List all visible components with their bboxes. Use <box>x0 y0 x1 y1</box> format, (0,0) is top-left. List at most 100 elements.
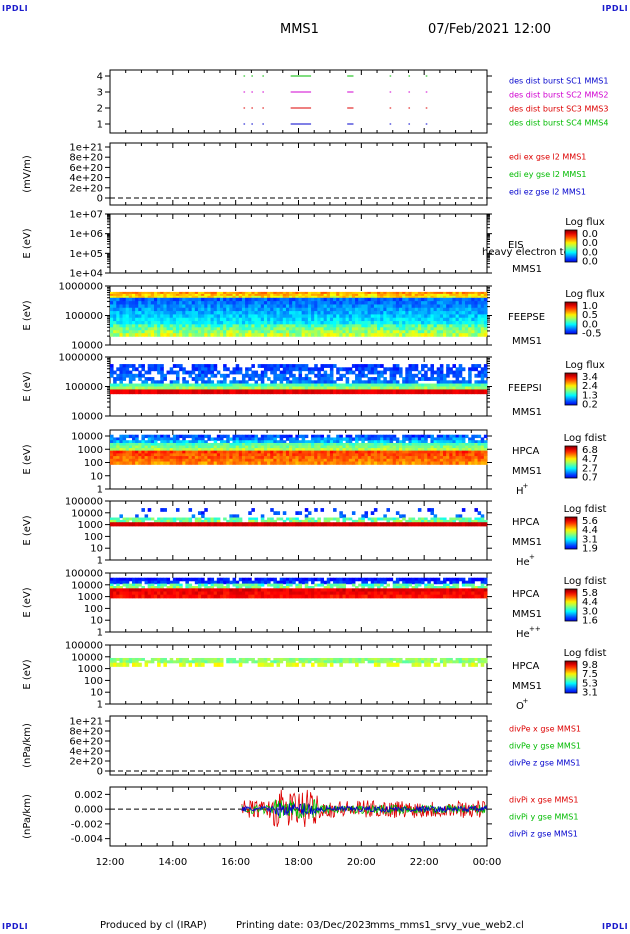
heatmap-cell <box>289 522 293 527</box>
heatmap-cell <box>172 434 177 439</box>
heatmap-cell <box>232 386 237 391</box>
heatmap-cell <box>436 293 441 297</box>
heatmap-cell <box>474 383 478 388</box>
heatmap-cell <box>380 293 384 297</box>
heatmap-cell <box>245 440 249 444</box>
heatmap-cell <box>417 437 422 441</box>
heatmap-cell <box>232 307 237 312</box>
heatmap-cell <box>229 514 233 519</box>
heatmap-cell <box>157 519 161 523</box>
heatmap-cell <box>307 517 312 521</box>
heatmap-cell <box>380 461 384 465</box>
heatmap-cell <box>235 453 240 457</box>
heatmap-cell <box>125 370 130 375</box>
heatmap-cell <box>383 383 387 388</box>
heatmap-cell <box>267 456 271 460</box>
heatmap-cell <box>317 453 321 457</box>
heatmap-cell <box>144 517 149 521</box>
heatmap-cell <box>395 291 400 295</box>
heatmap-cell <box>157 297 161 302</box>
heatmap-cell <box>399 519 403 523</box>
heatmap-cell <box>125 314 130 319</box>
heatmap-cell <box>169 437 174 441</box>
heatmap-cell <box>483 442 488 447</box>
heatmap-cell <box>314 437 318 441</box>
heatmap-cell <box>433 389 438 395</box>
heatmap-cell <box>326 442 331 447</box>
heatmap-cell <box>175 383 180 388</box>
heatmap-cell <box>122 314 127 319</box>
heatmap-cell <box>333 293 337 297</box>
heatmap-cell <box>477 327 482 331</box>
heatmap-cell <box>439 291 444 295</box>
heatmap-cell <box>348 301 353 306</box>
heatmap-cell <box>179 522 183 527</box>
heatmap-cell <box>292 295 296 299</box>
heatmap-cell <box>135 514 139 519</box>
header-datetime: 07/Feb/2021 12:00 <box>428 22 551 37</box>
heatmap-cell <box>245 434 249 439</box>
heatmap-cell <box>480 386 485 391</box>
heatmap-cell <box>436 517 441 521</box>
heatmap-cell <box>348 383 353 388</box>
heatmap-cell <box>417 333 422 337</box>
heatmap-cell <box>248 321 252 325</box>
heatmap-cell <box>213 519 218 523</box>
heatmap-cell <box>207 327 211 331</box>
heatmap-cell <box>122 461 127 465</box>
heatmap-cell <box>185 440 189 444</box>
heatmap-cell <box>480 456 485 460</box>
heatmap-cell <box>446 367 450 372</box>
heatmap-cell <box>229 327 233 331</box>
instrument-label: FEEPSE <box>508 312 545 323</box>
heatmap-cell <box>436 373 441 378</box>
heatmap-cell <box>125 522 130 527</box>
heatmap-cell <box>185 456 189 460</box>
heatmap-cell <box>213 440 218 444</box>
heatmap-cell <box>301 321 306 325</box>
heatmap-cell <box>367 370 372 375</box>
heatmap-cell <box>282 311 287 315</box>
heatmap-cell <box>377 297 381 302</box>
heatmap-cell <box>157 314 161 319</box>
heatmap-cell <box>411 456 416 460</box>
heatmap-cell <box>345 321 350 325</box>
heatmap-cell <box>223 314 227 319</box>
heatmap-cell <box>223 304 227 309</box>
heatmap-cell <box>163 448 167 452</box>
heatmap-cell <box>395 450 400 454</box>
heatmap-cell <box>157 321 161 325</box>
heatmap-cell <box>138 301 142 306</box>
heatmap-cell <box>392 442 397 447</box>
heatmap-cell <box>147 458 152 463</box>
heatmap-cell <box>150 314 155 319</box>
heatmap-cell <box>175 370 180 375</box>
heatmap-cell <box>135 304 139 309</box>
heatmap-cell <box>424 389 428 395</box>
heatmap-cell <box>348 517 353 521</box>
heatmap-cell <box>216 314 221 319</box>
heatmap-cell <box>273 330 277 334</box>
heatmap-cell <box>147 377 152 381</box>
heatmap-cell <box>483 383 488 388</box>
heatmap-cell <box>355 440 359 444</box>
heatmap-cell <box>439 330 444 334</box>
heatmap-cell <box>323 297 328 302</box>
heatmap-cell <box>377 380 381 385</box>
heatmap-cell <box>279 330 284 334</box>
heatmap-cell <box>216 389 221 395</box>
heatmap-cell <box>179 440 183 444</box>
heatmap-cell <box>443 293 447 297</box>
heatmap-cell <box>125 324 130 328</box>
heatmap-cell <box>424 450 428 454</box>
heatmap-cell <box>254 307 259 312</box>
heatmap-cell <box>307 383 312 388</box>
heatmap-cell <box>373 324 378 328</box>
heatmap-cell <box>430 440 434 444</box>
heatmap-cell <box>436 295 441 299</box>
heatmap-cell <box>292 304 296 309</box>
heatmap-cell <box>468 373 472 378</box>
heatmap-cell <box>452 373 456 378</box>
heatmap-cell <box>367 522 372 527</box>
heatmap-cell <box>439 380 444 385</box>
